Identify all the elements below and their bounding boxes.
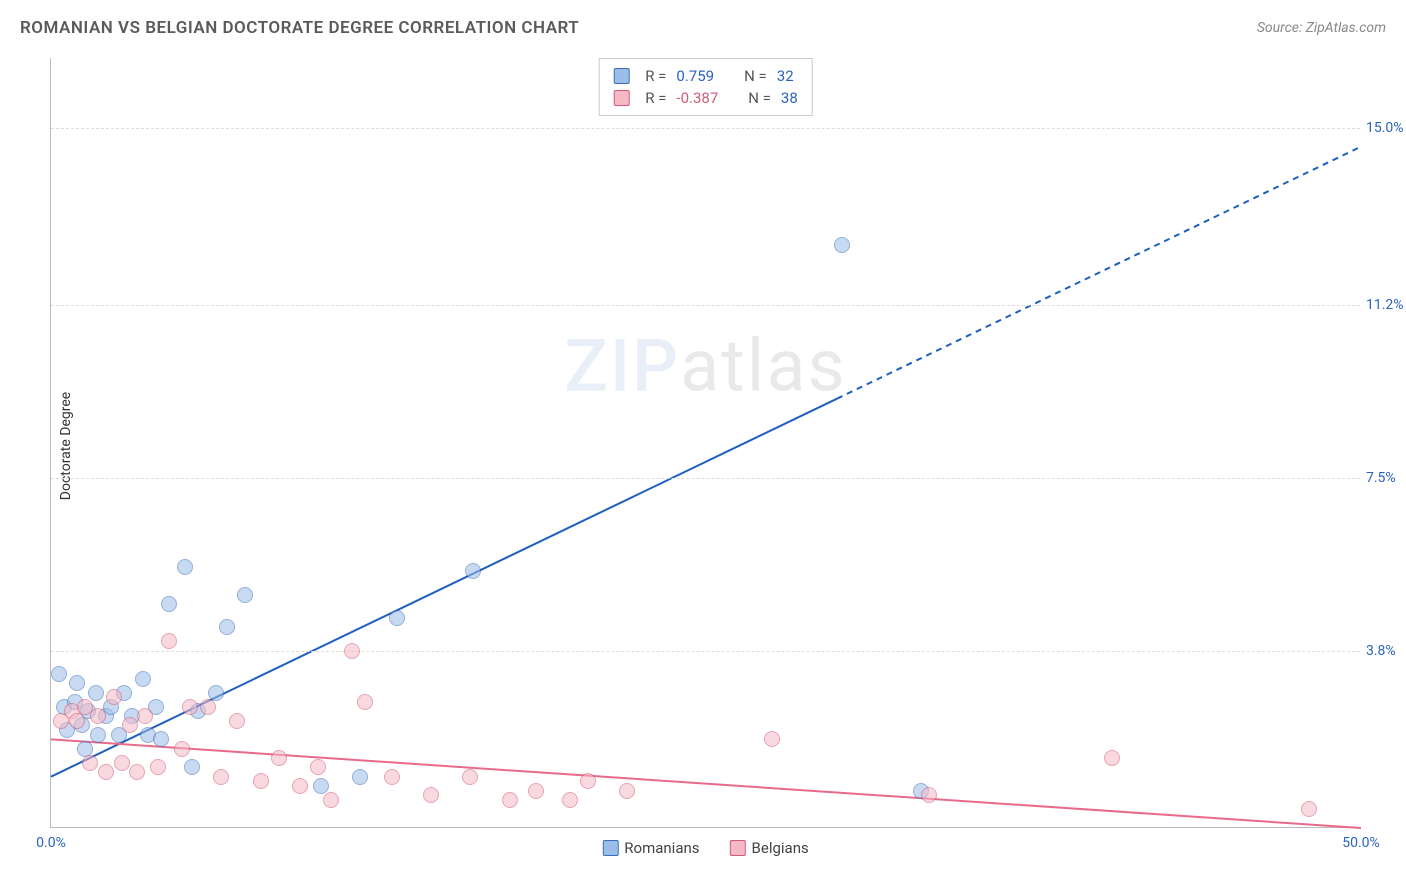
- data-point-belgians: [764, 731, 780, 747]
- data-point-belgians: [323, 792, 339, 808]
- scatter-plot: ZIPatlas R = 0.759 N = 32 R = -0.387 N =…: [50, 58, 1360, 828]
- watermark-part2: atlas: [680, 323, 847, 408]
- data-point-belgians: [423, 787, 439, 803]
- gridline-h: [51, 651, 1360, 652]
- data-point-romanians: [153, 731, 169, 747]
- data-point-belgians: [82, 755, 98, 771]
- ytick-label: 7.5%: [1360, 470, 1406, 486]
- swatch-belgians: [730, 840, 746, 856]
- data-point-romanians: [389, 610, 405, 626]
- data-point-romanians: [161, 596, 177, 612]
- data-point-romanians: [88, 685, 104, 701]
- value-N-belgians: 38: [781, 89, 798, 107]
- source-attribution: Source: ZipAtlas.com: [1257, 20, 1386, 36]
- label-N: N =: [744, 67, 767, 85]
- data-point-belgians: [271, 750, 287, 766]
- data-point-belgians: [1104, 750, 1120, 766]
- gridline-h: [51, 305, 1360, 306]
- xtick-label: 50.0%: [1342, 835, 1380, 851]
- data-point-belgians: [562, 792, 578, 808]
- legend-label-romanians: Romanians: [624, 839, 699, 857]
- watermark: ZIPatlas: [564, 323, 846, 408]
- data-point-belgians: [106, 689, 122, 705]
- data-point-belgians: [253, 773, 269, 789]
- data-point-belgians: [213, 769, 229, 785]
- data-point-romanians: [90, 727, 106, 743]
- legend-label-belgians: Belgians: [752, 839, 809, 857]
- data-point-belgians: [1301, 801, 1317, 817]
- data-point-belgians: [200, 699, 216, 715]
- chart-title: ROMANIAN VS BELGIAN DOCTORATE DEGREE COR…: [20, 18, 579, 38]
- data-point-belgians: [98, 764, 114, 780]
- data-point-belgians: [161, 633, 177, 649]
- data-point-romanians: [834, 237, 850, 253]
- trend-lines: [51, 58, 1360, 827]
- label-R: R =: [645, 67, 666, 85]
- ytick-label: 3.8%: [1360, 643, 1406, 659]
- ytick-label: 11.2%: [1360, 297, 1406, 313]
- data-point-belgians: [114, 755, 130, 771]
- stats-row-romanians: R = 0.759 N = 32: [613, 65, 798, 87]
- label-N: N =: [748, 89, 771, 107]
- legend-item-romanians: Romanians: [602, 839, 699, 857]
- data-point-belgians: [502, 792, 518, 808]
- data-point-belgians: [137, 708, 153, 724]
- data-point-romanians: [177, 559, 193, 575]
- data-point-belgians: [182, 699, 198, 715]
- data-point-belgians: [310, 759, 326, 775]
- data-point-belgians: [150, 759, 166, 775]
- data-point-belgians: [122, 717, 138, 733]
- chart-header: ROMANIAN VS BELGIAN DOCTORATE DEGREE COR…: [20, 18, 1386, 38]
- swatch-belgians: [613, 90, 629, 106]
- data-point-romanians: [51, 666, 67, 682]
- data-point-belgians: [292, 778, 308, 794]
- value-R-romanians: 0.759: [676, 67, 714, 85]
- data-point-romanians: [69, 675, 85, 691]
- watermark-part1: ZIP: [564, 323, 680, 408]
- gridline-h: [51, 478, 1360, 479]
- data-point-belgians: [357, 694, 373, 710]
- value-R-belgians: -0.387: [676, 89, 718, 107]
- legend-item-belgians: Belgians: [730, 839, 809, 857]
- data-point-belgians: [462, 769, 478, 785]
- label-R: R =: [645, 89, 666, 107]
- xtick-label: 0.0%: [36, 835, 66, 851]
- swatch-romanians: [602, 840, 618, 856]
- data-point-romanians: [184, 759, 200, 775]
- data-point-romanians: [135, 671, 151, 687]
- stats-row-belgians: R = -0.387 N = 38: [613, 87, 798, 109]
- data-point-belgians: [229, 713, 245, 729]
- stats-legend: R = 0.759 N = 32 R = -0.387 N = 38: [598, 58, 813, 116]
- data-point-romanians: [352, 769, 368, 785]
- series-legend: Romanians Belgians: [602, 839, 808, 857]
- data-point-romanians: [237, 587, 253, 603]
- value-N-romanians: 32: [777, 67, 794, 85]
- data-point-belgians: [384, 769, 400, 785]
- data-point-belgians: [921, 787, 937, 803]
- data-point-belgians: [90, 708, 106, 724]
- swatch-romanians: [613, 68, 629, 84]
- data-point-belgians: [344, 643, 360, 659]
- data-point-belgians: [174, 741, 190, 757]
- data-point-romanians: [313, 778, 329, 794]
- gridline-h: [51, 128, 1360, 129]
- data-point-belgians: [580, 773, 596, 789]
- data-point-romanians: [465, 563, 481, 579]
- data-point-belgians: [528, 783, 544, 799]
- data-point-belgians: [69, 713, 85, 729]
- data-point-romanians: [219, 619, 235, 635]
- ytick-label: 15.0%: [1360, 120, 1406, 136]
- data-point-belgians: [129, 764, 145, 780]
- data-point-belgians: [619, 783, 635, 799]
